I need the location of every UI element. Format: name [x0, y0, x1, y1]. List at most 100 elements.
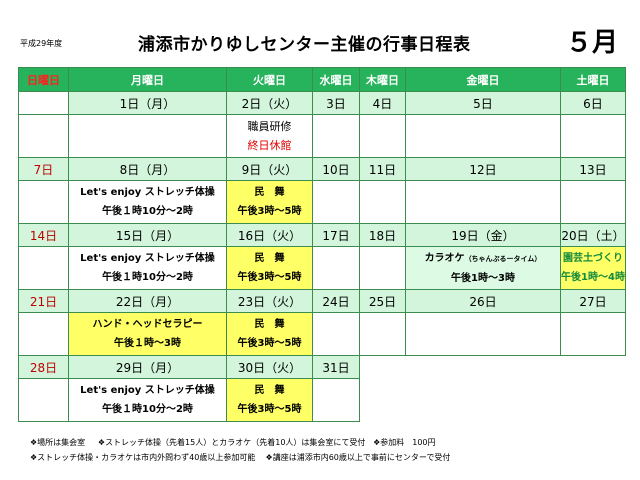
event-title: Let's enjoy ストレッチ体操	[80, 187, 215, 198]
date-cell: 28日	[18, 355, 69, 379]
event-title: 民 舞	[254, 319, 285, 330]
event-cell	[312, 180, 360, 224]
weekday-tuesday: 火曜日	[226, 67, 313, 92]
event-cell-karaoke: カラオケ（ちゃんぷるータイム） 午後1時〜3時	[405, 246, 561, 290]
event-title: 民 舞	[254, 253, 285, 264]
event-cell	[359, 312, 406, 356]
date-cell: 18日	[359, 223, 406, 247]
event-cell	[405, 114, 561, 158]
date-cell: 12日	[405, 157, 561, 181]
event-cell	[560, 180, 626, 224]
fiscal-year-label: 平成29年度	[20, 39, 63, 48]
date-cell: 24日	[312, 289, 360, 313]
footnote-fee: ❖参加料 100円	[373, 438, 436, 447]
event-title: 園芸土づくり	[563, 253, 623, 264]
date-cell: 3日	[312, 91, 360, 115]
event-time: 午後１時10分〜2時	[102, 206, 193, 217]
event-cell	[18, 312, 69, 356]
event-cell	[312, 114, 360, 158]
event-cell	[359, 114, 406, 158]
date-cell: 1日（月）	[68, 91, 227, 115]
event-title: ハンド・ヘッドセラピー	[92, 319, 203, 330]
date-cell: 31日	[312, 355, 360, 379]
date-cell: 9日（火）	[226, 157, 313, 181]
week-4-date-row: 21日 22日（月） 23日（火） 24日 25日 26日 27日	[18, 289, 626, 313]
event-cell-gardening: 園芸土づくり 午後1時〜4時	[560, 246, 626, 290]
date-cell: 22日（月）	[68, 289, 227, 313]
week-2-event-row: Let's enjoy ストレッチ体操 午後１時10分〜2時 民 舞 午後3時〜…	[18, 180, 626, 224]
event-title: Let's enjoy ストレッチ体操	[80, 253, 215, 264]
event-title: 職員研修	[247, 120, 292, 133]
date-cell: 11日	[359, 157, 406, 181]
date-cell: 25日	[359, 289, 406, 313]
footnote-line-2: ❖ストレッチ体操・カラオケは市内外問わず40歳以上参加可能 ❖講座は浦添市内60…	[30, 450, 450, 465]
date-cell: 4日	[359, 91, 406, 115]
date-cell: 15日（月）	[68, 223, 227, 247]
event-cell	[18, 378, 69, 422]
event-time: 午後1時〜3時	[451, 272, 515, 284]
footnote-venue: ❖場所は集会室	[30, 438, 86, 447]
event-time: 午後１時〜3時	[114, 338, 181, 349]
week-5-event-row: Let's enjoy ストレッチ体操 午後１時10分〜2時 民 舞 午後3時〜…	[18, 378, 626, 422]
date-cell: 16日（火）	[226, 223, 313, 247]
event-cell-folk-dance: 民 舞 午後3時〜5時	[226, 378, 313, 422]
date-cell: 7日	[18, 157, 69, 181]
event-cell	[312, 246, 360, 290]
week-1-event-row: 職員研修 終日休館	[18, 114, 626, 158]
week-4-event-row: ハンド・ヘッドセラピー 午後１時〜3時 民 舞 午後3時〜5時	[18, 312, 626, 356]
date-cell: 13日	[560, 157, 626, 181]
week-5-date-row: 28日 29日（月） 30日（火） 31日	[18, 355, 626, 422]
event-cell-folk-dance: 民 舞 午後3時〜5時	[226, 180, 313, 224]
event-cell-staff-training: 職員研修 終日休館	[226, 114, 313, 158]
event-cell-stretch: Let's enjoy ストレッチ体操 午後１時10分〜2時	[68, 246, 227, 290]
event-title: カラオケ	[424, 252, 465, 264]
event-cell-stretch: Let's enjoy ストレッチ体操 午後１時10分〜2時	[68, 378, 227, 422]
event-cell	[405, 312, 561, 356]
date-cell: 19日（金）	[405, 223, 561, 247]
date-cell: 21日	[18, 289, 69, 313]
footnote-eligibility: ❖ストレッチ体操・カラオケは市内外問わず40歳以上参加可能	[30, 453, 256, 462]
event-cell-stretch: Let's enjoy ストレッチ体操 午後１時10分〜2時	[68, 180, 227, 224]
event-time: 午後3時〜5時	[237, 404, 302, 415]
event-cell-hand-head-therapy: ハンド・ヘッドセラピー 午後１時〜3時	[68, 312, 227, 356]
event-cell	[359, 180, 406, 224]
event-time: 午後１時10分〜2時	[102, 272, 193, 283]
date-cell: 5日	[405, 91, 561, 115]
closed-notice: 終日休館	[247, 139, 292, 152]
event-cell	[560, 114, 626, 158]
date-cell: 2日（火）	[226, 91, 313, 115]
event-time: 午後3時〜5時	[237, 272, 302, 283]
event-cell	[405, 180, 561, 224]
event-cell	[560, 312, 626, 356]
empty-area	[359, 355, 626, 422]
event-cell	[312, 378, 360, 422]
date-cell: 23日（火）	[226, 289, 313, 313]
footnotes: ❖場所は集会室 ❖ストレッチ体操（先着15人）とカラオケ（先着10人）は集会室に…	[30, 435, 450, 465]
event-time: 午後3時〜5時	[237, 206, 302, 217]
date-cell: 14日	[18, 223, 69, 247]
month-label: ５月	[566, 28, 619, 58]
weekday-header-row: 日曜日 月曜日 火曜日 水曜日 木曜日 金曜日 土曜日	[18, 67, 626, 92]
weekday-thursday: 木曜日	[359, 67, 406, 92]
footnote-line-1: ❖場所は集会室 ❖ストレッチ体操（先着15人）とカラオケ（先着10人）は集会室に…	[30, 435, 450, 450]
week-1-date-row: 1日（月） 2日（火） 3日 4日 5日 6日	[18, 91, 626, 115]
footnote-course-eligibility: ❖講座は浦添市内60歳以上で事前にセンターで受付	[265, 453, 451, 462]
event-calendar-table: 日曜日 月曜日 火曜日 水曜日 木曜日 金曜日 土曜日 1日（月） 2日（火） …	[18, 67, 626, 422]
event-cell	[18, 114, 69, 158]
event-title: 民 舞	[254, 187, 285, 198]
date-cell: 29日（月）	[68, 355, 227, 379]
date-cell: 30日（火）	[226, 355, 313, 379]
page-title: 浦添市かりゆしセンター主催の行事日程表	[138, 35, 471, 55]
event-title: Let's enjoy ストレッチ体操	[80, 385, 215, 396]
date-cell: 8日（月）	[68, 157, 227, 181]
event-cell	[18, 180, 69, 224]
date-cell: 27日	[560, 289, 626, 313]
weekday-wednesday: 水曜日	[312, 67, 360, 92]
weekday-monday: 月曜日	[68, 67, 227, 92]
week-3-event-row: Let's enjoy ストレッチ体操 午後１時10分〜2時 民 舞 午後3時〜…	[18, 246, 626, 290]
week-2-date-row: 7日 8日（月） 9日（火） 10日 11日 12日 13日	[18, 157, 626, 181]
event-cell	[359, 246, 406, 290]
event-time: 午後3時〜5時	[237, 338, 302, 349]
date-cell: 20日（土）	[560, 223, 626, 247]
event-title: 民 舞	[254, 385, 285, 396]
